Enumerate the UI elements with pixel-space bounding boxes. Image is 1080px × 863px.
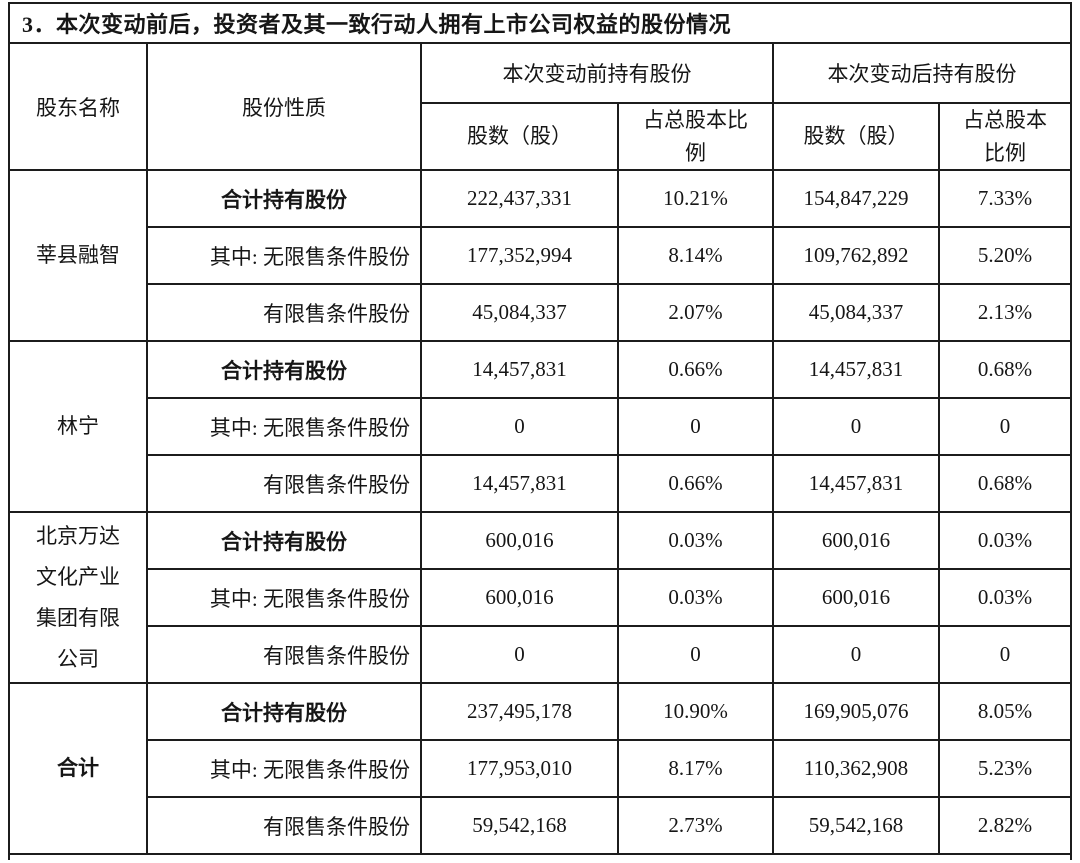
column-header-shareholder-name: 股东名称 [8, 41, 148, 172]
pct-before-cell: 0 [617, 397, 774, 457]
pct-after-cell: 0.68% [937, 454, 1073, 514]
table-row: 莘县融智 合计持有股份 222,437,331 10.21% 154,847,2… [8, 169, 1073, 343]
table-row: 其中: 无限售条件股份 177,953,010 8.17% 110,362,90… [9, 739, 1073, 799]
pct-after-cell: 5.20% [937, 226, 1073, 286]
table-row: 其中: 无限售条件股份 0 0 0 0 [9, 397, 1073, 457]
column-header-share-nature: 股份性质 [146, 41, 422, 172]
shares-before-cell: 237,495,178 [420, 682, 619, 742]
shareholder-name-cell: 合计 [8, 682, 148, 856]
pct-after-cell: 0.68% [937, 340, 1073, 400]
header-row-1: 股东名称 股份性质 本次变动前持有股份 本次变动后持有股份 [8, 41, 1073, 172]
shares-after-cell: 45,084,337 [772, 283, 940, 343]
shares-after-cell: 154,847,229 [772, 169, 940, 229]
column-header-pct-after: 占总股本比例 [937, 101, 1073, 172]
pct-after-cell: 0 [937, 625, 1073, 685]
shares-before-cell: 0 [420, 625, 619, 685]
shares-after-cell: 110,362,908 [772, 739, 940, 799]
pct-before-cell: 0.03% [617, 568, 774, 628]
column-group-header-after-change: 本次变动后持有股份 [771, 42, 1073, 104]
shares-after-cell: 14,457,831 [772, 454, 940, 514]
shares-before-cell: 59,542,168 [420, 796, 619, 856]
shares-before-cell: 45,084,337 [420, 283, 619, 343]
shares-after-cell: 169,905,076 [772, 682, 940, 742]
table-row: 有限售条件股份 45,084,337 2.07% 45,084,337 2.13… [9, 283, 1073, 343]
pct-after-cell: 5.23% [937, 739, 1073, 799]
share-nature-cell: 合计持有股份 [146, 169, 422, 229]
share-nature-cell: 其中: 无限售条件股份 [146, 226, 422, 286]
column-header-pct-before: 占总股本比例 [617, 101, 774, 172]
shareholding-table: 3．本次变动前后，投资者及其一致行动人拥有上市公司权益的股份情况 股东名称 股份… [7, 2, 1073, 861]
shares-after-cell: 59,542,168 [772, 796, 940, 856]
pct-after-cell: 7.33% [937, 169, 1073, 229]
shares-before-cell: 177,953,010 [420, 739, 619, 799]
share-nature-cell: 合计持有股份 [146, 511, 422, 571]
shares-before-cell: 0 [420, 397, 619, 457]
share-nature-cell: 有限售条件股份 [146, 625, 422, 685]
share-nature-cell: 有限售条件股份 [146, 796, 422, 856]
pct-before-cell: 0.66% [617, 454, 774, 514]
pct-before-cell: 0.66% [617, 340, 774, 400]
share-nature-cell: 其中: 无限售条件股份 [146, 568, 422, 628]
shares-after-cell: 600,016 [772, 511, 940, 571]
shareholder-name-cell: 林宁 [8, 340, 148, 514]
pct-after-cell: 0 [937, 397, 1073, 457]
table-row: 有限售条件股份 14,457,831 0.66% 14,457,831 0.68… [9, 454, 1073, 514]
table-row: 林宁 合计持有股份 14,457,831 0.66% 14,457,831 0.… [8, 340, 1073, 514]
shares-after-cell: 0 [772, 625, 940, 685]
pct-before-cell: 0.03% [617, 511, 774, 571]
shares-after-cell: 14,457,831 [772, 340, 940, 400]
pct-after-cell: 0.03% [937, 511, 1073, 571]
share-nature-cell: 合计持有股份 [146, 340, 422, 400]
section-title: 3．本次变动前后，投资者及其一致行动人拥有上市公司权益的股份情况 [7, 2, 1073, 44]
shares-before-cell: 14,457,831 [420, 454, 619, 514]
pct-after-cell: 2.82% [937, 796, 1073, 856]
truncated-next-row [7, 853, 1073, 861]
section-title-row: 3．本次变动前后，投资者及其一致行动人拥有上市公司权益的股份情况 [7, 2, 1073, 44]
pct-after-cell: 0.03% [937, 568, 1073, 628]
header-row-2: 股数（股） 占总股本比例 股数（股） 占总股本比例 [9, 101, 1073, 172]
column-group-header-before-change: 本次变动前持有股份 [420, 42, 774, 104]
shares-after-cell: 109,762,892 [772, 226, 940, 286]
table-row: 北京万达文化产业集团有限公司 合计持有股份 600,016 0.03% 600,… [8, 511, 1073, 685]
share-nature-cell: 其中: 无限售条件股份 [146, 397, 422, 457]
pct-before-cell: 8.17% [617, 739, 774, 799]
table-row: 有限售条件股份 0 0 0 0 [9, 625, 1073, 685]
share-nature-cell: 有限售条件股份 [146, 454, 422, 514]
pct-after-cell: 8.05% [937, 682, 1073, 742]
shares-before-cell: 222,437,331 [420, 169, 619, 229]
shares-after-cell: 0 [772, 397, 940, 457]
share-nature-cell: 其中: 无限售条件股份 [146, 739, 422, 799]
pct-before-cell: 2.73% [617, 796, 774, 856]
shares-before-cell: 600,016 [420, 511, 619, 571]
share-nature-cell: 有限售条件股份 [146, 283, 422, 343]
pct-before-cell: 10.21% [617, 169, 774, 229]
pct-before-cell: 0 [617, 625, 774, 685]
truncated-next-row-cell [7, 853, 1073, 861]
share-nature-cell: 合计持有股份 [146, 682, 422, 742]
column-header-shares-before: 股数（股） [420, 101, 619, 172]
pct-after-cell: 2.13% [937, 283, 1073, 343]
shares-after-cell: 600,016 [772, 568, 940, 628]
table-row: 合计 合计持有股份 237,495,178 10.90% 169,905,076… [8, 682, 1073, 856]
shares-before-cell: 177,352,994 [420, 226, 619, 286]
table-row: 其中: 无限售条件股份 600,016 0.03% 600,016 0.03% [9, 568, 1073, 628]
table-row: 其中: 无限售条件股份 177,352,994 8.14% 109,762,89… [9, 226, 1073, 286]
shareholder-name-cell: 北京万达文化产业集团有限公司 [8, 511, 148, 685]
column-header-shares-after: 股数（股） [772, 101, 940, 172]
table-row: 有限售条件股份 59,542,168 2.73% 59,542,168 2.82… [9, 796, 1073, 856]
shares-before-cell: 600,016 [420, 568, 619, 628]
shares-before-cell: 14,457,831 [420, 340, 619, 400]
shareholder-name-cell: 莘县融智 [8, 169, 148, 343]
pct-before-cell: 2.07% [617, 283, 774, 343]
pct-before-cell: 10.90% [617, 682, 774, 742]
pct-before-cell: 8.14% [617, 226, 774, 286]
